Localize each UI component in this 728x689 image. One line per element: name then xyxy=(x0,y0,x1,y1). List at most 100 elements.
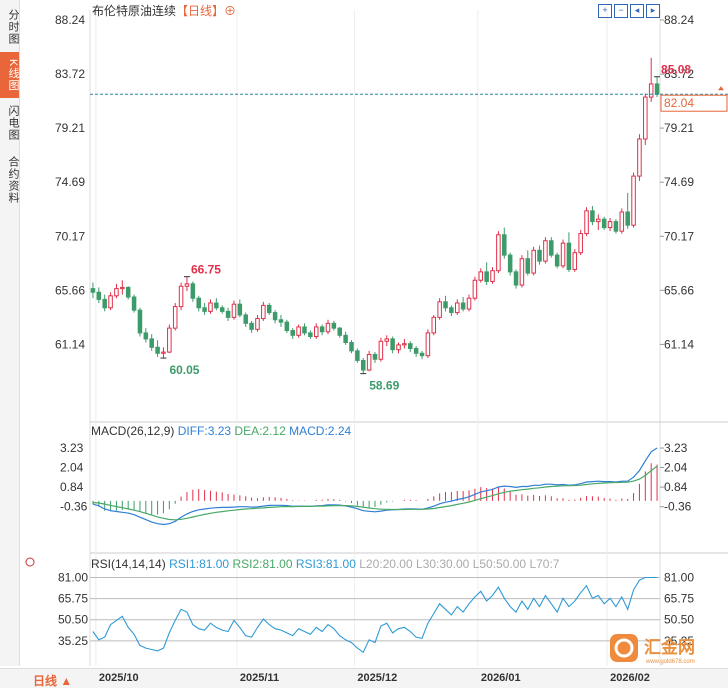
instrument-name: 布伦特原油连续 xyxy=(92,4,177,18)
candle xyxy=(278,314,284,327)
candle-body xyxy=(337,327,343,336)
candle-body xyxy=(96,291,102,300)
candle xyxy=(90,282,96,299)
rsi-axis-label-left: 65.75 xyxy=(58,592,88,606)
candle xyxy=(214,298,219,311)
candle-body xyxy=(466,297,472,310)
candle xyxy=(390,336,395,354)
candle xyxy=(384,335,390,347)
candle xyxy=(407,341,413,353)
current-price-label: 82.04 xyxy=(664,96,694,110)
candle-body xyxy=(519,258,525,286)
candle xyxy=(566,232,572,272)
candle xyxy=(478,268,484,283)
candle xyxy=(325,319,331,335)
candle xyxy=(302,323,307,336)
candle xyxy=(596,214,601,230)
candle-body xyxy=(308,332,313,338)
candle xyxy=(531,246,536,276)
zoom-out-icon[interactable]: − xyxy=(614,4,628,18)
tab-contract-info[interactable]: 合约资料 xyxy=(7,156,19,204)
rsi-name: RSI(14,14,14) xyxy=(91,557,166,571)
candle-body xyxy=(349,341,354,352)
candle xyxy=(266,302,272,315)
candle-body xyxy=(149,338,154,348)
move-right-icon[interactable]: ▸ xyxy=(646,4,660,18)
candle-body xyxy=(360,359,366,371)
candle xyxy=(178,282,184,311)
tab-time-share[interactable]: 分时图 xyxy=(7,9,19,45)
macd-axis-label-left: -0.36 xyxy=(60,500,88,514)
candle-body xyxy=(343,334,348,343)
candle xyxy=(443,295,448,312)
candle xyxy=(590,206,595,226)
macd-axis-label-right: 0.84 xyxy=(664,480,688,494)
period-tag[interactable]: 【日线】 xyxy=(176,4,225,18)
candle-body xyxy=(590,210,595,223)
candle xyxy=(296,324,301,338)
macd-axis-label-right: 3.23 xyxy=(664,441,688,455)
candle-body xyxy=(631,175,636,226)
candle-body xyxy=(425,332,431,357)
candle-body xyxy=(525,258,531,274)
tab-kline[interactable]: K线图 xyxy=(0,52,19,98)
candle xyxy=(114,283,119,299)
candle-body xyxy=(578,233,583,254)
candle-body xyxy=(619,211,625,232)
candle xyxy=(372,352,378,363)
candle-body xyxy=(460,302,466,310)
add-icon[interactable]: ⊕ xyxy=(224,4,237,18)
price-axis-label-right: 70.17 xyxy=(664,229,694,243)
rsi2-value: RSI2:81.00 xyxy=(232,557,293,571)
candle xyxy=(460,297,466,312)
candle xyxy=(466,294,472,312)
candle xyxy=(366,350,372,372)
price-axis-label-left: 79.21 xyxy=(55,121,85,135)
logo-mark-icon: 汇金网 www.gold678.com xyxy=(610,634,695,665)
candle-body xyxy=(313,326,319,338)
candle xyxy=(648,57,654,102)
candle xyxy=(102,294,107,312)
chart-title: 布伦特原油连续【日线】⊕ xyxy=(92,2,236,19)
candle-body xyxy=(449,307,454,314)
candle xyxy=(572,249,578,272)
tab-flash-chart[interactable]: 闪电图 xyxy=(7,105,19,141)
candle-body xyxy=(372,353,378,360)
move-left-icon[interactable]: ◂ xyxy=(630,4,644,18)
candle xyxy=(172,302,178,331)
candle xyxy=(549,237,554,258)
candle-body xyxy=(384,338,390,342)
candle xyxy=(343,331,348,345)
candle-body xyxy=(484,271,489,282)
candle-body xyxy=(390,338,395,351)
candle xyxy=(155,340,160,357)
candle xyxy=(125,286,131,300)
candle xyxy=(490,267,495,284)
candle-body xyxy=(90,288,96,293)
candle-body xyxy=(455,302,460,314)
candle-body xyxy=(331,322,337,329)
candle-body xyxy=(566,242,572,270)
candle-body xyxy=(478,271,484,281)
candle-body xyxy=(637,138,642,177)
candle-body xyxy=(625,211,630,226)
period-selector[interactable]: 日线 ▲ xyxy=(33,674,73,688)
candle-body xyxy=(131,296,137,311)
zoom-in-icon[interactable]: + xyxy=(598,4,612,18)
macd-axis-label-left: 2.04 xyxy=(60,461,84,475)
x-axis-label: 2026/02 xyxy=(610,672,650,684)
candle xyxy=(625,192,630,229)
candle xyxy=(349,340,354,354)
candle xyxy=(96,287,102,303)
candle xyxy=(525,250,531,276)
macd-legend: MACD(26,12,9) DIFF:3.23 DEA:2.12 MACD:2.… xyxy=(91,424,351,438)
extreme-label: 85.08 xyxy=(661,63,691,77)
extreme-label: 58.69 xyxy=(369,379,399,393)
price-axis-label-right: 79.21 xyxy=(664,121,694,135)
candle-body xyxy=(366,353,372,371)
settings-sun-icon xyxy=(25,557,35,567)
rsi-l70: L70:7 xyxy=(529,557,560,571)
candle-body xyxy=(255,318,260,330)
